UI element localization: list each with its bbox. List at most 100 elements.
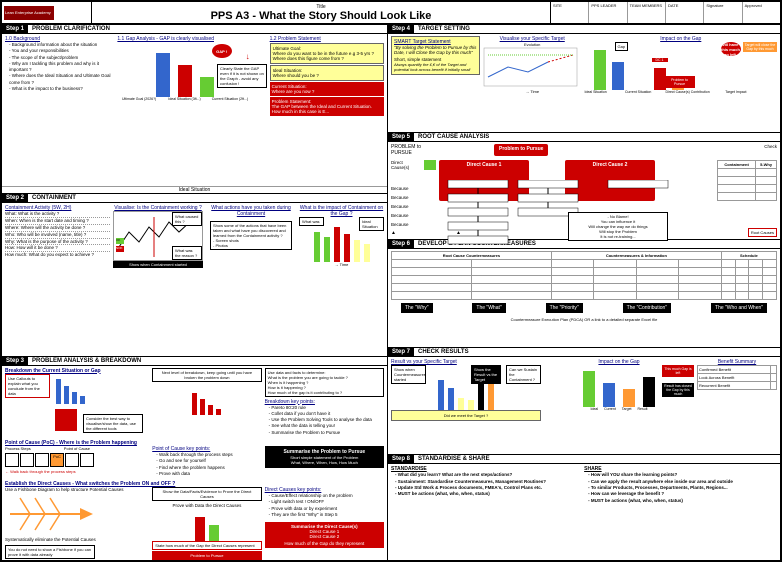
header: Lean Enterprise Academy Title PPS A3 - W… xyxy=(2,2,780,24)
step4-num: Step 4 xyxy=(388,25,414,33)
bar xyxy=(195,517,205,541)
because: Because xyxy=(391,195,409,200)
callout-explain: Use Callouts to explain what you conclud… xyxy=(5,374,50,398)
step5-num: Step 5 xyxy=(388,133,414,141)
ps-title: 1.2 Problem Statement xyxy=(270,36,384,42)
bar-ideal xyxy=(178,65,192,97)
logo: Lean Enterprise Academy xyxy=(4,6,54,20)
bar-label: Current Situation xyxy=(625,90,663,94)
step4-body: SMART Target Statement "By solving the P… xyxy=(388,34,780,132)
step4-title: TARGET SETTING xyxy=(414,26,470,32)
burst1: This much Gap is left xyxy=(662,365,694,377)
step2-body: Containment Activity (5W, 2H) What: What… xyxy=(2,203,387,355)
bar-label: Ideal Situation (3ft...) xyxy=(163,97,206,101)
impact-title: What is the impact of Containment on the… xyxy=(299,205,384,217)
bar xyxy=(364,244,370,262)
ps-ultimate: Ultimate Goal: Where do you want to be i… xyxy=(270,43,384,64)
std-list: What did you learn? What are the next st… xyxy=(391,472,580,497)
meta-cell: SITE PPS LEADER TEAM MEMBERS DATE Signat… xyxy=(550,2,780,23)
bar xyxy=(354,240,360,262)
pockp-list: Walk back through the process steps Go a… xyxy=(152,452,261,477)
ok-icon xyxy=(424,160,436,170)
impact-ideal: Ideal Situation xyxy=(359,217,384,231)
ok-icon: OK xyxy=(116,238,124,244)
bar xyxy=(192,393,197,415)
step5-title: ROOT CAUSE ANALYSIS xyxy=(414,134,489,140)
bar xyxy=(56,379,61,404)
time-arrow-icon: → Time xyxy=(483,89,582,94)
summarise-p2p: Summarise the Problem to Pursue Short si… xyxy=(265,446,384,468)
bar xyxy=(314,232,320,262)
bar xyxy=(64,386,69,404)
p2p-box: Problem to Pursue xyxy=(152,551,261,560)
burst2: Result has closed the Gap by this much xyxy=(662,383,694,397)
step5-header: Step 5 ROOT CAUSE ANALYSIS xyxy=(388,132,780,142)
step3-header: Step 3 PROBLEM ANALYSIS & BREAKDOWN xyxy=(2,356,387,366)
step4-header: Step 4 TARGET SETTING xyxy=(388,24,780,34)
det-item: How much of the gap is it contributing t… xyxy=(268,390,381,395)
step8-header: Step 8 STANDARDISE & SHARE xyxy=(388,454,780,464)
meta-sig: Signature xyxy=(704,2,742,23)
bar-label: Current xyxy=(604,407,616,411)
meta-site: SITE xyxy=(551,2,589,23)
tag-contrib: The "Contribution" xyxy=(623,303,672,313)
bg-item: Where does the Ideal Situation and Ultim… xyxy=(9,73,114,86)
meta-team: TEAM MEMBERS xyxy=(628,2,666,23)
no-fishbone: You do not need to show a Fishbone if yo… xyxy=(5,545,95,559)
bar xyxy=(209,525,219,541)
impact-was: What was xyxy=(299,217,324,226)
smart-text: "By solving the Problem to Pursue by thi… xyxy=(394,45,477,55)
cm-th: Schedule xyxy=(721,252,776,260)
arrow-down-icon: ↓ xyxy=(246,52,250,61)
share-list: How will YOU share the learning points? … xyxy=(584,472,773,503)
bar xyxy=(488,384,494,410)
because: Because xyxy=(391,222,409,227)
bar xyxy=(478,382,484,410)
bkp-item: Summarise the Problem to Pursue xyxy=(269,430,384,436)
bar-label: Result xyxy=(638,407,648,411)
target-chart-icon xyxy=(483,47,578,87)
bar xyxy=(438,380,444,410)
walk-back: ← Walk back through the process steps xyxy=(5,469,149,474)
bar xyxy=(200,399,205,415)
sum-item: What, Where, When, How, How Much xyxy=(268,460,381,465)
background-list: Background information about the situati… xyxy=(5,42,114,92)
right-column: Step 4 TARGET SETTING SMART Target State… xyxy=(388,24,780,562)
step8-num: Step 8 xyxy=(388,455,414,463)
smart-b2: Always quantify the £,€ of the Target an… xyxy=(394,62,477,72)
show-data: Show the Data/Facts/Evidence to Prove th… xyxy=(152,487,261,501)
step5-body: PROBLEM to PURSUE Problem to Pursue Chec… xyxy=(388,142,780,240)
bar-label: Ideal Situation xyxy=(585,90,623,94)
fishbone-icon xyxy=(5,493,95,535)
p2p-banner: Problem to Pursue xyxy=(494,144,548,156)
because: Because xyxy=(391,204,409,209)
act-item: Where: Where will the activity be done ? xyxy=(5,225,110,232)
left-column: Step 1 PROBLEM CLARIFICATION 1.0 Backgro… xyxy=(2,24,388,562)
tag-why: The "Why" xyxy=(401,303,433,313)
bar-label: Ultimate Goal (2026?) xyxy=(117,97,160,101)
ben-row: Recurrent Benefit xyxy=(698,381,771,389)
bar-result xyxy=(643,377,655,407)
bg-item: What is the impact to the business? xyxy=(9,86,114,92)
bar xyxy=(216,409,221,415)
sdc-item: Direct Cause 2 xyxy=(267,534,382,539)
bg-item: Why am I tackling this problem and why i… xyxy=(9,61,114,74)
bkp-list: Pareto 80:20 rule Collet data if you don… xyxy=(265,405,384,436)
bar-target xyxy=(623,389,635,407)
show-containment-btn: Show when Containment started xyxy=(113,261,203,268)
tag-priority: The "Priority" xyxy=(546,303,583,313)
tag-who: The "Who and When" xyxy=(711,303,767,313)
sdc-gap: How much of the Gap do they represent xyxy=(267,541,382,546)
act-item: How: How will it be done ? xyxy=(5,245,110,252)
triangle-icon: ▲ xyxy=(391,230,396,236)
time-arrow-icon: → Time xyxy=(299,262,384,267)
bar-label: Current Situation (2ft...) xyxy=(208,97,251,101)
poc-box: PoC xyxy=(50,453,64,467)
step7-header: Step 7 CHECK RESULTS xyxy=(388,347,780,357)
step1-body: 1.0 Background Background information ab… xyxy=(2,34,387,186)
state-gap: State how much of the Gap the Direct Cau… xyxy=(152,541,261,550)
dckp-list: Cause/Effect relationship on the problem… xyxy=(265,493,384,518)
ps-ideal: Ideal Situation: Where should you be ? xyxy=(270,65,384,81)
bar xyxy=(72,392,77,404)
step7-title: CHECK RESULTS xyxy=(414,349,469,355)
